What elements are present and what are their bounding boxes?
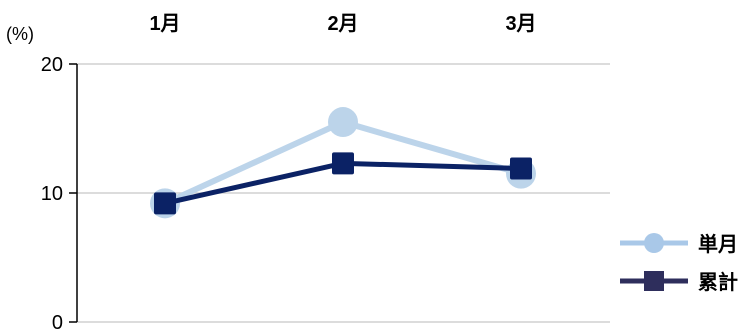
series-2-point-2 bbox=[332, 152, 354, 175]
series-layer bbox=[150, 107, 536, 219]
category-label-3: 3月 bbox=[505, 13, 536, 35]
category-label-2: 2月 bbox=[327, 13, 358, 35]
legend-label-1: 単月 bbox=[698, 232, 738, 256]
legend-swatch-marker-1 bbox=[644, 233, 664, 253]
series-2 bbox=[154, 152, 532, 215]
y-axis-unit-label: (%) bbox=[6, 24, 34, 44]
legend-item-2: 累計 bbox=[620, 270, 738, 294]
legend-swatch-marker-2 bbox=[644, 271, 664, 291]
y-axis-ticks bbox=[69, 63, 77, 323]
category-label-1: 1月 bbox=[149, 13, 180, 35]
series-2-point-3 bbox=[510, 157, 532, 180]
legend-label-2: 累計 bbox=[698, 270, 738, 294]
series-2-point-1 bbox=[154, 192, 176, 215]
category-labels: 1月 2月 3月 bbox=[149, 13, 536, 35]
y-tick-label-0: 0 bbox=[52, 312, 63, 334]
y-axis-tick-labels: 0 10 20 bbox=[41, 54, 63, 334]
legend-item-1: 単月 bbox=[620, 232, 738, 256]
y-tick-label-20: 20 bbox=[41, 54, 63, 76]
series-1-point-2 bbox=[328, 107, 358, 138]
y-tick-label-10: 10 bbox=[41, 183, 63, 205]
